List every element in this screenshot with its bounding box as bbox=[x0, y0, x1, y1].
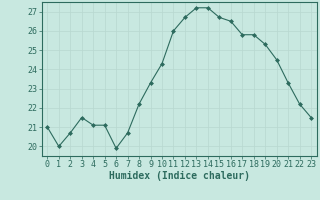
X-axis label: Humidex (Indice chaleur): Humidex (Indice chaleur) bbox=[109, 171, 250, 181]
